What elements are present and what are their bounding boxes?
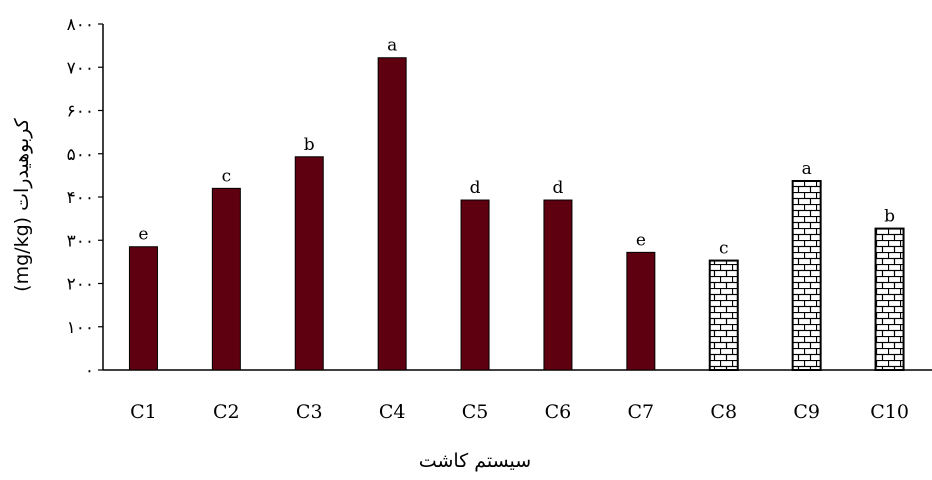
significance-letter: c xyxy=(222,166,232,186)
bar-c8 xyxy=(708,259,739,372)
x-tick-label: C3 xyxy=(296,401,323,423)
significance-letter: b xyxy=(884,207,895,227)
x-tick-label: C9 xyxy=(793,401,820,423)
y-tick-label: ۵۰۰ xyxy=(67,145,94,165)
y-tick-label: ۰ xyxy=(85,361,94,381)
significance-letter: b xyxy=(304,135,315,155)
y-tick-label: ۳۰۰ xyxy=(67,231,94,251)
bar-c10 xyxy=(874,227,905,371)
x-tick-label: C10 xyxy=(870,401,909,423)
significance-letter: d xyxy=(553,178,564,198)
x-tick-label: C6 xyxy=(545,401,572,423)
bars xyxy=(128,57,905,372)
y-tick-label: ۱۰۰ xyxy=(67,318,94,338)
axes: ۰ ۱۰۰ ۲۰۰ ۳۰۰ ۴۰۰ ۵۰۰ ۶۰۰ ۷۰۰ ۸۰۰ xyxy=(67,15,932,381)
y-axis-title: کربوهیدرات (mg/kg) xyxy=(11,117,33,292)
x-tick-label: C1 xyxy=(130,401,157,423)
bar-c4 xyxy=(377,57,407,371)
x-axis-title: سیستم کاشت xyxy=(419,450,531,472)
significance-letter: e xyxy=(636,230,646,250)
bar-c5 xyxy=(460,199,490,371)
y-tick-label: ۲۰۰ xyxy=(67,275,94,295)
x-tick-label: C8 xyxy=(710,401,737,423)
y-tick-label: ۶۰۰ xyxy=(67,102,94,122)
bar-c1 xyxy=(128,246,158,371)
x-tick-label: C2 xyxy=(213,401,240,423)
bar-c6 xyxy=(543,199,573,371)
y-tick-label: ۸۰۰ xyxy=(67,15,94,35)
significance-letter: e xyxy=(138,225,148,245)
significance-letter: c xyxy=(719,239,729,259)
x-tick-label: C4 xyxy=(379,401,406,423)
x-tick-label: C7 xyxy=(628,401,655,423)
bar-c3 xyxy=(294,156,324,371)
y-tick-label: ۷۰۰ xyxy=(67,58,94,78)
significance-letter: d xyxy=(470,178,481,198)
bar-c9 xyxy=(791,179,822,371)
bar-c7 xyxy=(626,251,656,371)
significance-letter: a xyxy=(802,159,812,179)
x-tick-label: C5 xyxy=(462,401,489,423)
y-tick-label: ۴۰۰ xyxy=(67,188,94,208)
significance-letter: a xyxy=(387,36,397,56)
bar-c2 xyxy=(211,187,241,371)
labels: e C1 c C2 b C3 a C4 d C5 d C6 e C7 c C8 a C9 b C10 xyxy=(130,36,909,423)
